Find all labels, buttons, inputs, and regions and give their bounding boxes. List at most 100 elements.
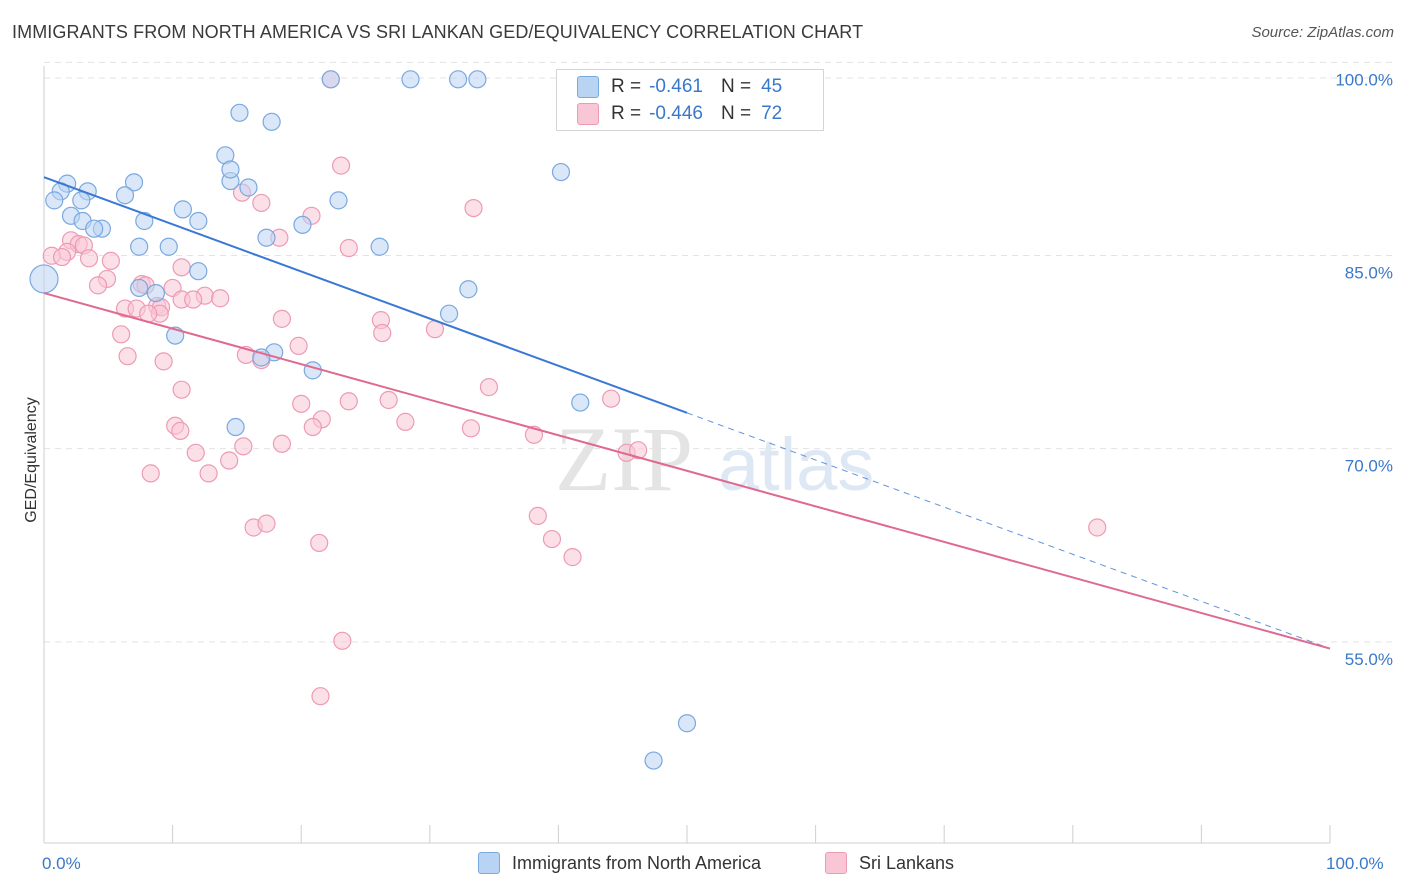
legend-swatch-north-america bbox=[577, 76, 599, 98]
sri-lankans-point bbox=[311, 687, 330, 706]
sri-lankans-point bbox=[172, 380, 191, 399]
north-america-point bbox=[329, 191, 348, 210]
sri-lankans-trend-line bbox=[43, 292, 1331, 650]
gridlines bbox=[44, 61, 1392, 643]
north-america-point bbox=[230, 103, 249, 122]
legend-swatch-north-america bbox=[478, 852, 500, 874]
north-america-point bbox=[72, 191, 91, 210]
sri-lankans-point bbox=[542, 529, 562, 549]
north-america-point bbox=[401, 70, 420, 89]
sri-lankans-point bbox=[289, 336, 308, 355]
north-america-point bbox=[124, 173, 144, 192]
legend-swatch-sri-lankans bbox=[825, 852, 847, 874]
sri-lankans-point bbox=[339, 392, 358, 411]
north-america-trend-line bbox=[43, 176, 688, 414]
north-america-point bbox=[293, 215, 312, 234]
sri-lankans-point bbox=[528, 506, 547, 525]
sri-lankans-point bbox=[234, 437, 253, 456]
sri-lankans-point bbox=[464, 199, 483, 218]
north-america-point bbox=[45, 191, 64, 210]
legend-swatch-sri-lankans bbox=[577, 103, 599, 125]
sri-lankans-point bbox=[629, 441, 648, 460]
sri-lankans-point bbox=[303, 417, 322, 437]
legend-n-label: N = bbox=[720, 76, 752, 97]
north-america-point bbox=[370, 237, 389, 256]
north-america-point bbox=[29, 264, 59, 294]
y-tick-label: 100.0% bbox=[1335, 70, 1393, 89]
sri-lankans-point bbox=[172, 258, 191, 277]
sri-lankans-point bbox=[339, 238, 358, 258]
north-america-point bbox=[173, 200, 192, 219]
sri-lankans-point bbox=[141, 464, 160, 483]
north-america-trend-extension bbox=[686, 412, 1331, 650]
north-america-point bbox=[85, 219, 104, 238]
legend-n-value: 45 bbox=[761, 76, 783, 97]
series-legend: Immigrants from North America Sri Lankan… bbox=[0, 852, 1406, 878]
stats-legend: R = -0.461 N = 45 R = -0.446 N = 72 bbox=[556, 69, 824, 131]
sri-lankans-point bbox=[373, 323, 392, 343]
north-america-point bbox=[135, 211, 154, 231]
north-america-point bbox=[146, 283, 165, 303]
y-tick-labels: 100.0% 85.0% 70.0% 55.0% bbox=[1335, 70, 1393, 669]
sri-lankans-point bbox=[272, 309, 292, 328]
legend-row-north-america: R = -0.461 N = 45 bbox=[577, 76, 782, 98]
sri-lankans-point bbox=[184, 290, 203, 309]
north-america-points bbox=[29, 70, 697, 770]
y-tick-label: 70.0% bbox=[1345, 457, 1393, 476]
north-america-point bbox=[459, 280, 478, 299]
sri-lankans-point bbox=[563, 548, 582, 567]
sri-lankans-point bbox=[379, 390, 398, 410]
north-america-point bbox=[303, 361, 322, 380]
watermark: ZIP atlas bbox=[555, 408, 874, 510]
north-america-point bbox=[115, 186, 135, 205]
x-tick-label-min: 0.0% bbox=[42, 854, 81, 873]
legend-r-value: -0.461 bbox=[649, 76, 703, 97]
legend-label-sri-lankans: Sri Lankans bbox=[859, 852, 955, 873]
north-america-point bbox=[221, 160, 240, 179]
sri-lankans-point bbox=[252, 193, 271, 213]
legend-r-label: R = bbox=[611, 103, 642, 124]
sri-lankans-point bbox=[171, 421, 190, 440]
north-america-point bbox=[257, 228, 276, 247]
sri-lankans-point bbox=[310, 533, 329, 553]
legend-item-north-america: Immigrants from North America bbox=[478, 852, 761, 874]
sri-lankans-point bbox=[333, 631, 352, 650]
legend-r-label: R = bbox=[611, 76, 642, 97]
sri-lankans-point bbox=[199, 464, 218, 483]
sri-lankans-point bbox=[292, 394, 311, 413]
sri-lankans-point bbox=[220, 451, 239, 470]
north-america-point bbox=[252, 348, 271, 367]
sri-lankans-point bbox=[101, 251, 120, 271]
chart-title: IMMIGRANTS FROM NORTH AMERICA VS SRI LAN… bbox=[12, 22, 864, 42]
north-america-point bbox=[159, 237, 178, 256]
legend-n-label: N = bbox=[720, 103, 752, 124]
north-america-point bbox=[130, 278, 149, 298]
north-america-point bbox=[189, 211, 208, 231]
north-america-point bbox=[189, 262, 208, 281]
sri-lankans-point bbox=[112, 325, 131, 344]
north-america-point bbox=[239, 178, 258, 197]
y-tick-label: 85.0% bbox=[1345, 263, 1393, 282]
y-tick-label: 55.0% bbox=[1345, 650, 1393, 669]
north-america-point bbox=[468, 70, 487, 89]
sri-lankans-point bbox=[52, 247, 72, 267]
source-label: Source: ZipAtlas.com bbox=[1251, 24, 1394, 41]
sri-lankans-point bbox=[272, 434, 292, 453]
x-tick-label-max: 100.0% bbox=[1326, 854, 1384, 873]
axes bbox=[43, 66, 1331, 844]
trend-lines bbox=[43, 176, 1331, 650]
legend-n-value: 72 bbox=[761, 103, 783, 124]
north-america-point bbox=[677, 714, 697, 733]
sri-lankans-point bbox=[396, 412, 415, 431]
sri-lankans-point bbox=[479, 378, 499, 397]
legend-item-sri-lankans: Sri Lankans bbox=[825, 852, 954, 874]
sri-lankans-point bbox=[602, 389, 621, 408]
sri-lankans-point bbox=[154, 352, 173, 371]
legend-row-sri-lankans: R = -0.446 N = 72 bbox=[577, 103, 782, 125]
sri-lankans-points bbox=[42, 70, 1107, 706]
watermark-atlas: atlas bbox=[718, 423, 874, 506]
north-america-point bbox=[644, 751, 663, 770]
legend-r-value: -0.446 bbox=[649, 103, 703, 124]
sri-lankans-point bbox=[331, 156, 351, 175]
